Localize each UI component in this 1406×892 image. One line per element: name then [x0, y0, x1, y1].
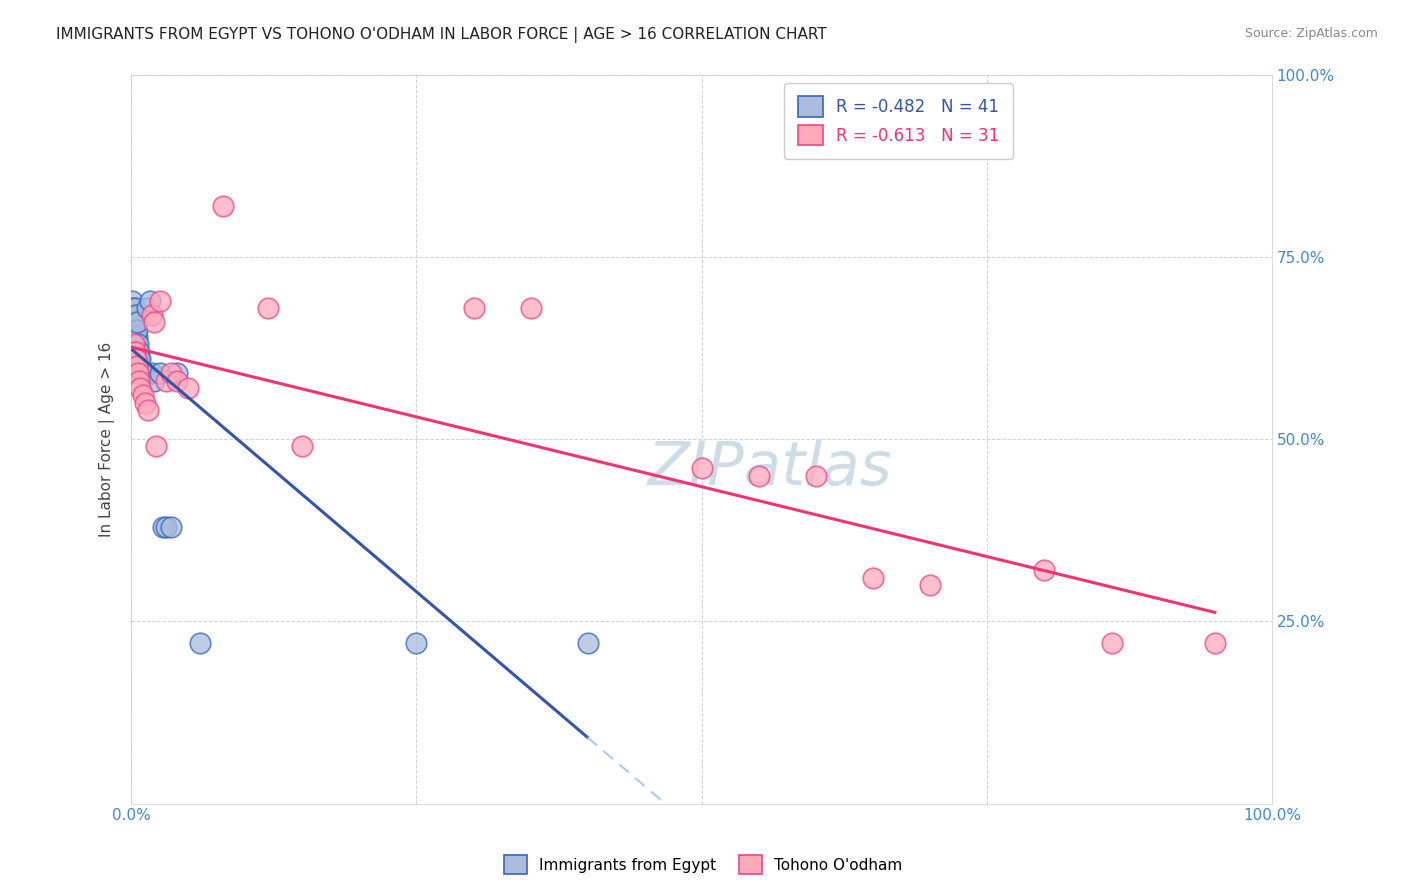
Point	[125, 351, 148, 366]
Point	[134, 395, 156, 409]
Point	[122, 323, 145, 337]
Point	[122, 337, 145, 351]
Point	[576, 636, 599, 650]
Point	[125, 330, 148, 344]
Point	[257, 301, 280, 315]
Point	[690, 461, 713, 475]
Point	[145, 439, 167, 453]
Point	[127, 337, 149, 351]
Point	[127, 351, 149, 366]
Point	[1032, 563, 1054, 577]
Point	[177, 381, 200, 395]
Point	[141, 367, 163, 381]
Point	[211, 199, 233, 213]
Point	[124, 323, 146, 337]
Point	[166, 367, 188, 381]
Point	[128, 344, 150, 359]
Point	[136, 301, 159, 315]
Point	[125, 323, 148, 337]
Point	[405, 636, 427, 650]
Point	[1101, 636, 1123, 650]
Point	[132, 367, 155, 381]
Legend: Immigrants from Egypt, Tohono O'odham: Immigrants from Egypt, Tohono O'odham	[498, 849, 908, 880]
Point	[463, 301, 485, 315]
Point	[124, 301, 146, 315]
Point	[129, 367, 152, 381]
Point	[132, 388, 155, 402]
Point	[124, 344, 146, 359]
Point	[748, 468, 770, 483]
Point	[149, 293, 172, 308]
Point	[138, 403, 160, 417]
Point	[127, 367, 149, 381]
Point	[519, 301, 541, 315]
Point	[128, 351, 150, 366]
Point	[141, 308, 163, 322]
Point	[160, 367, 183, 381]
Point	[131, 367, 153, 381]
Point	[122, 301, 145, 315]
Point	[291, 439, 314, 453]
Point	[918, 578, 941, 592]
Point	[160, 519, 183, 533]
Point	[134, 367, 156, 381]
Text: Source: ZipAtlas.com: Source: ZipAtlas.com	[1244, 27, 1378, 40]
Point	[128, 374, 150, 388]
Point	[804, 468, 827, 483]
Point	[188, 636, 211, 650]
Point	[124, 308, 146, 322]
Point	[143, 374, 166, 388]
Point	[125, 337, 148, 351]
Point	[155, 519, 177, 533]
Point	[138, 293, 160, 308]
Point	[122, 315, 145, 329]
Text: IMMIGRANTS FROM EGYPT VS TOHONO O'ODHAM IN LABOR FORCE | AGE > 16 CORRELATION CH: IMMIGRANTS FROM EGYPT VS TOHONO O'ODHAM …	[56, 27, 827, 43]
Point	[152, 519, 174, 533]
Point	[149, 367, 172, 381]
Point	[862, 571, 884, 585]
Point	[125, 323, 148, 337]
Point	[122, 308, 145, 322]
Point	[121, 301, 143, 315]
Point	[155, 374, 177, 388]
Point	[125, 359, 148, 373]
Y-axis label: In Labor Force | Age > 16: In Labor Force | Age > 16	[100, 342, 115, 537]
Point	[121, 293, 143, 308]
Point	[129, 381, 152, 395]
Point	[1204, 636, 1226, 650]
Point	[125, 308, 148, 322]
Point	[124, 315, 146, 329]
Point	[125, 315, 148, 329]
Point	[125, 344, 148, 359]
Point	[124, 330, 146, 344]
Point	[143, 315, 166, 329]
Text: ZIPatlas: ZIPatlas	[648, 439, 893, 498]
Point	[129, 351, 152, 366]
Point	[121, 308, 143, 322]
Point	[125, 315, 148, 329]
Point	[166, 374, 188, 388]
Legend: R = -0.482   N = 41, R = -0.613   N = 31: R = -0.482 N = 41, R = -0.613 N = 31	[785, 83, 1012, 159]
